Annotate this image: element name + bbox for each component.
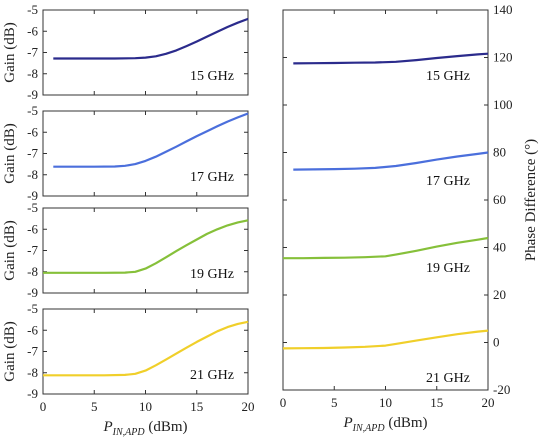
y-tick-label: -8 xyxy=(27,264,38,279)
y-tick-label: -7 xyxy=(27,146,38,161)
y-tick-label: -5 xyxy=(27,103,38,118)
y-tick-label: -9 xyxy=(27,87,38,102)
x-tick-label: 0 xyxy=(280,395,287,410)
x-tick-label: 15 xyxy=(430,395,443,410)
y-axis-label: Gain (dB) xyxy=(2,220,18,280)
x-tick-label: 20 xyxy=(482,395,495,410)
x-tick-label: 10 xyxy=(379,395,392,410)
frequency-annotation: 17 GHz xyxy=(426,174,470,189)
series-line xyxy=(43,320,249,377)
y-tick-label: -6 xyxy=(27,221,38,236)
series-line xyxy=(283,236,489,260)
y-tick-label: 40 xyxy=(493,240,506,255)
y-tick-label: -7 xyxy=(27,344,38,359)
frequency-annotation: 19 GHz xyxy=(190,267,234,282)
y-tick-label: -5 xyxy=(27,200,38,215)
series-line xyxy=(53,17,249,60)
y-tick-label: 100 xyxy=(493,97,513,112)
y-tick-label: 20 xyxy=(493,287,506,302)
x-axis-label: PIN,APD (dBm) xyxy=(102,419,187,438)
frequency-annotation: 15 GHz xyxy=(426,69,470,84)
y-tick-label: 140 xyxy=(493,2,513,17)
series-line xyxy=(43,219,249,274)
y-tick-label: 0 xyxy=(493,335,500,350)
frequency-annotation: 21 GHz xyxy=(426,371,470,386)
series-line xyxy=(282,329,489,350)
series-line xyxy=(293,151,489,171)
x-tick-label: 10 xyxy=(139,399,152,414)
x-tick-label: 5 xyxy=(91,399,98,414)
y-tick-label: -6 xyxy=(27,322,38,337)
y-tick-label: -6 xyxy=(27,124,38,139)
y-tick-label: -8 xyxy=(27,365,38,380)
y-tick-label: -9 xyxy=(27,386,38,401)
x-tick-label: 15 xyxy=(190,399,203,414)
x-axis-label: PIN,APD (dBm) xyxy=(342,415,427,434)
y-axis-label: Phase Difference (°) xyxy=(523,139,539,261)
y-tick-label: -9 xyxy=(27,188,38,203)
series-line xyxy=(53,112,249,168)
y-tick-label: -8 xyxy=(27,167,38,182)
y-tick-label: -6 xyxy=(27,23,38,38)
x-tick-label: 20 xyxy=(242,399,255,414)
y-axis-label: Gain (dB) xyxy=(2,321,18,381)
frequency-annotation: 21 GHz xyxy=(190,368,234,383)
y-tick-label: -8 xyxy=(27,66,38,81)
y-tick-label: -20 xyxy=(493,382,510,397)
x-tick-label: 0 xyxy=(40,399,47,414)
y-tick-label: -9 xyxy=(27,285,38,300)
y-tick-label: -7 xyxy=(27,45,38,60)
y-tick-label: -5 xyxy=(27,2,38,17)
frequency-annotation: 17 GHz xyxy=(190,170,234,185)
y-axis-label: Gain (dB) xyxy=(2,22,18,82)
frequency-annotation: 15 GHz xyxy=(190,69,234,84)
plot-frame xyxy=(282,9,489,391)
y-tick-label: 120 xyxy=(493,50,513,65)
y-tick-label: 60 xyxy=(493,192,506,207)
series-line xyxy=(293,52,489,65)
x-tick-label: 5 xyxy=(331,395,338,410)
frequency-annotation: 19 GHz xyxy=(426,261,470,276)
y-tick-label: -7 xyxy=(27,243,38,258)
y-axis-label: Gain (dB) xyxy=(2,123,18,183)
y-tick-label: 80 xyxy=(493,145,506,160)
y-tick-label: -5 xyxy=(27,301,38,316)
